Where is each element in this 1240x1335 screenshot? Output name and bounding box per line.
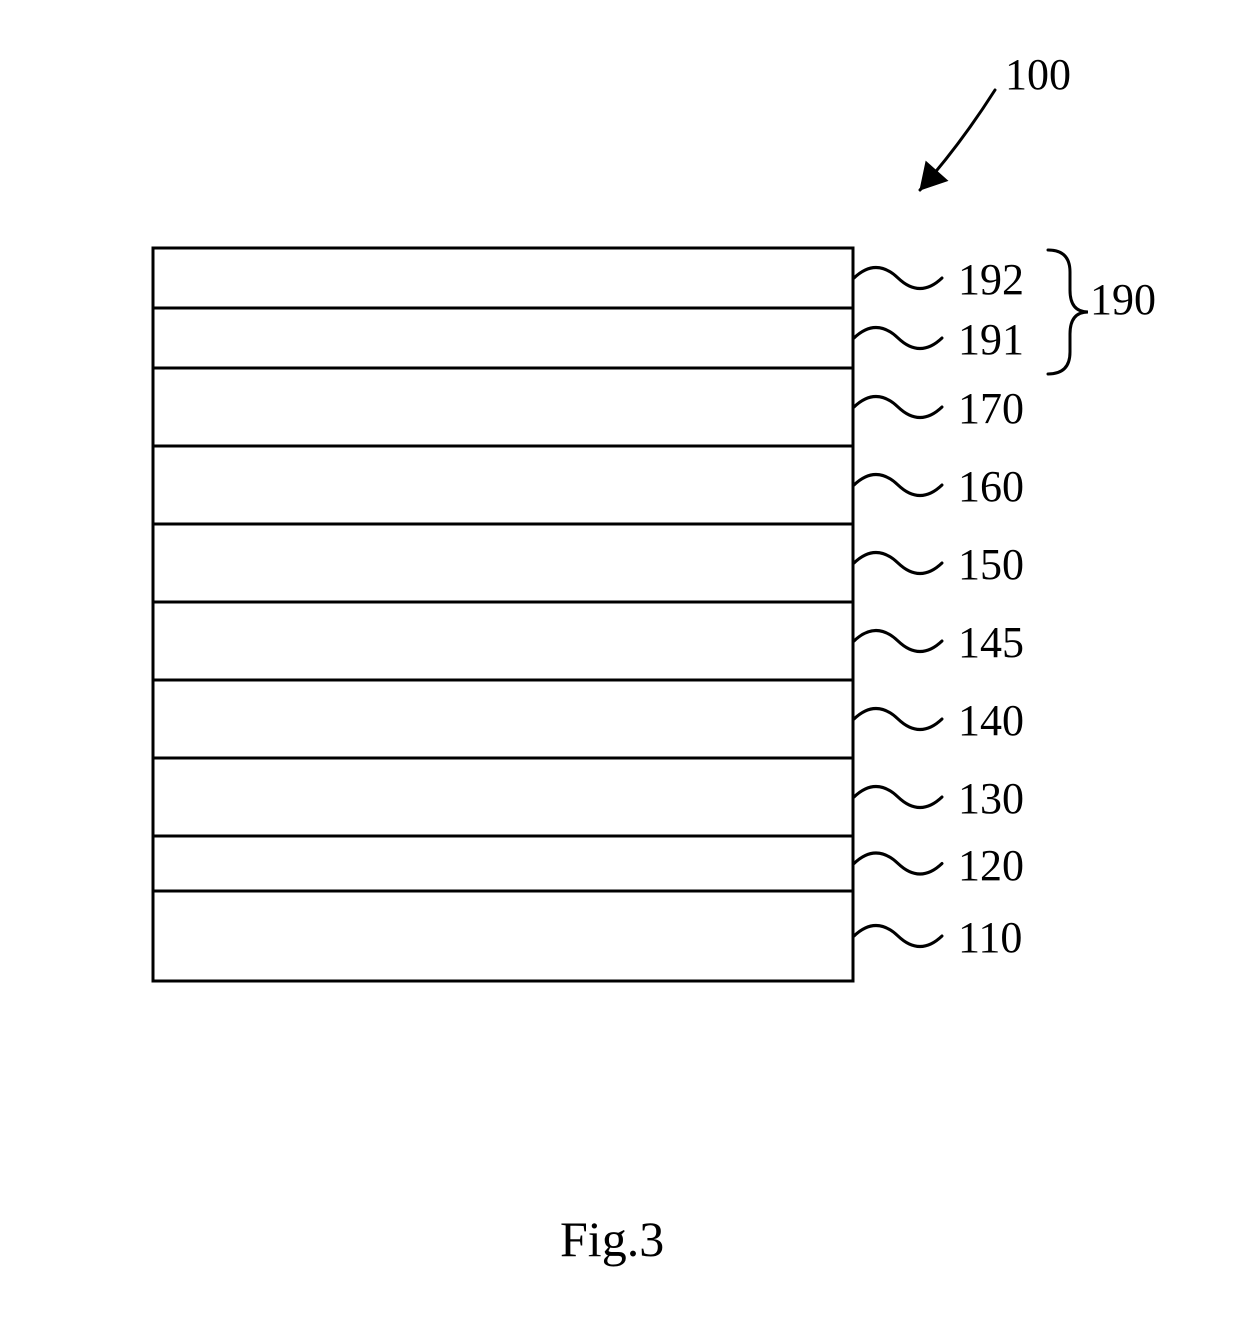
layer-label-160: 160 (958, 461, 1024, 512)
layer-label-120: 120 (958, 840, 1024, 891)
layer-label-130: 130 (958, 773, 1024, 824)
layer-label-150: 150 (958, 539, 1024, 590)
layer-label-191: 191 (958, 314, 1024, 365)
layer-label-170: 170 (958, 383, 1024, 434)
overall-ref-label: 100 (1005, 49, 1071, 100)
figure-caption: Fig.3 (560, 1210, 664, 1268)
layer-label-145: 145 (958, 617, 1024, 668)
diagram-canvas (0, 0, 1240, 1335)
layer-label-192: 192 (958, 254, 1024, 305)
layer-label-110: 110 (958, 912, 1022, 963)
layer-label-140: 140 (958, 695, 1024, 746)
group-label-190: 190 (1090, 274, 1156, 325)
